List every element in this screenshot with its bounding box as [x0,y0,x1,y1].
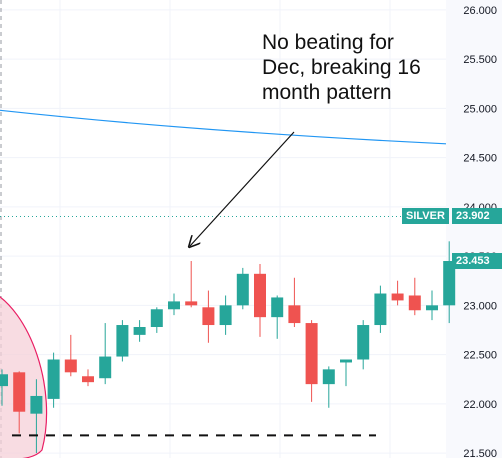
candle-body [99,356,112,379]
candle-body [391,293,404,301]
annotation-line-3: month pattern [262,81,392,104]
y-tick-label: 26.000 [463,5,497,17]
y-tick-label: 22.000 [463,399,497,411]
candle-body [150,309,163,328]
candle-body [219,305,232,326]
annotation-line-2: Dec, breaking 16 [262,56,421,79]
candle-body [357,325,370,360]
candle-body [82,376,94,383]
candle-body [0,374,8,387]
candle-body [322,369,335,385]
last-price-tag: 23.453 [452,252,502,269]
candle-body [30,395,43,414]
y-tick-label: 24.500 [463,153,497,165]
chart-annotation: No beating for Dec, breaking 16 month pa… [262,30,462,105]
candle-body [168,301,180,310]
candle-body [185,301,198,306]
y-tick-label: 23.000 [463,300,497,312]
candle-body [202,307,215,326]
annotation-line-1: No beating for [262,31,394,54]
silver-price-tag: 23.902 [452,208,502,225]
candle-body [236,273,249,306]
candle-body [13,372,26,412]
candle-body [133,327,146,335]
candle-body [288,305,301,324]
candle-body [340,359,352,363]
y-tick-label: 22.500 [463,350,497,362]
y-tick-label: 21.500 [463,448,497,458]
y-tick-label: 25.000 [463,103,497,115]
candle-body [116,325,129,357]
candle-body [426,305,438,311]
candle-body [374,293,387,326]
candle-body [443,261,456,306]
candle-body [64,359,77,373]
candle-body [271,297,284,318]
candle-body [254,273,266,318]
candle-body [408,295,421,311]
y-tick-label: 25.500 [463,54,497,66]
annotation-arrow [190,131,295,246]
candle-body [305,323,318,385]
silver-symbol-tag: SILVER [402,208,449,225]
moving-average-line [0,109,447,145]
y-axis-panel [446,0,502,458]
candle-body [47,359,60,399]
